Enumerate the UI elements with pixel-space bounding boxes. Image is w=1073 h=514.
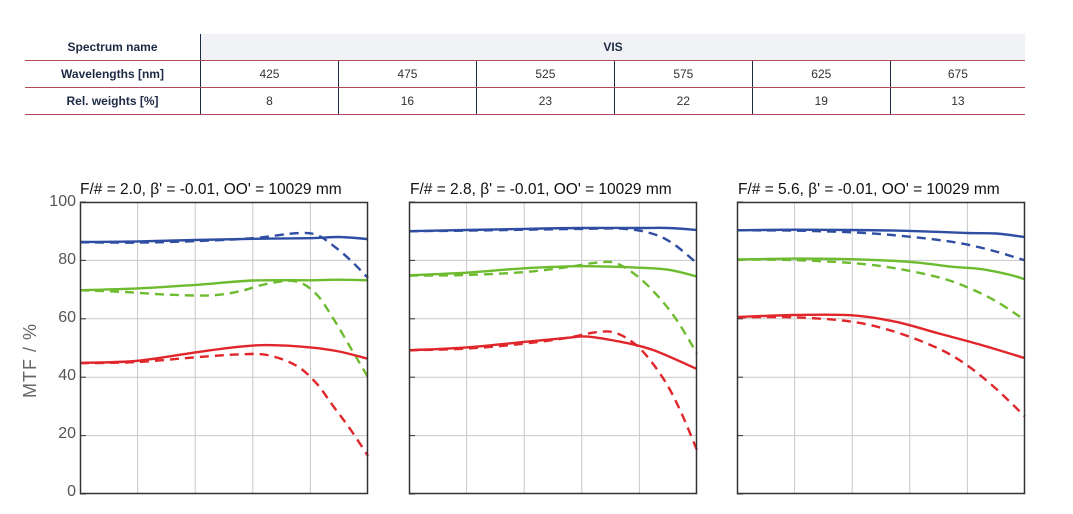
spectrum-table: Spectrum name VIS Wavelengths [nm] 425 4…	[25, 34, 1025, 115]
wavelength-cell: 525	[476, 60, 615, 88]
weight-cell: 22	[614, 87, 753, 115]
wavelength-row: Wavelengths [nm] 425 475 525 575 625 675	[25, 60, 1025, 88]
y-tick-label: 80	[58, 251, 76, 268]
mtf-green-solid-line	[736, 257, 1026, 281]
mtf-red-solid-line	[736, 313, 1026, 360]
mtf-red-dashed-line	[736, 315, 1026, 418]
weights-label: Rel. weights [%]	[25, 87, 201, 115]
wavelength-cell: 625	[752, 60, 891, 88]
spectrum-name-value: VIS	[200, 34, 1025, 61]
chart-title-f2: F/# = 2.0, β' = -0.01, OO' = 10029 mm	[80, 181, 342, 198]
weights-row: Rel. weights [%] 8 16 23 22 19 13	[25, 87, 1025, 115]
mtf-chart-f5-6	[736, 201, 1026, 495]
mtf-green-dashed-line	[736, 258, 1026, 322]
plot-frame	[736, 201, 1026, 495]
mtf-chart-f2	[79, 201, 370, 495]
weight-cell: 8	[200, 87, 339, 115]
y-tick-label: 100	[49, 193, 76, 210]
wavelength-cell: 675	[890, 60, 1025, 88]
wavelength-cell: 425	[200, 60, 339, 88]
y-tick-label: 40	[58, 367, 76, 384]
y-tick-label: 60	[58, 309, 76, 326]
mtf-blue-dashed-line	[736, 229, 1026, 262]
y-axis-title-text: MTF / %	[19, 322, 40, 398]
y-tick-label: 0	[67, 483, 76, 500]
spectrum-name-label: Spectrum name	[25, 34, 201, 61]
mtf-red-dashed-line	[408, 330, 699, 451]
chart-title-f2-8: F/# = 2.8, β' = -0.01, OO' = 10029 mm	[410, 181, 672, 198]
mtf-blue-solid-line	[408, 226, 698, 233]
wavelength-label: Wavelengths [nm]	[25, 60, 201, 88]
wavelength-cell: 575	[614, 60, 753, 88]
mtf-chart-f2-8	[408, 201, 699, 495]
mtf-green-solid-line	[408, 264, 698, 278]
mtf-red-dashed-line	[79, 352, 369, 457]
mtf-green-solid-line	[79, 278, 369, 292]
mtf-red-solid-line	[79, 343, 369, 365]
mtf-green-dashed-line	[408, 260, 699, 355]
mtf-green-dashed-line	[79, 279, 370, 378]
wavelength-cell: 475	[338, 60, 477, 88]
y-tick-label: 20	[58, 425, 76, 442]
mtf-blue-solid-line	[736, 228, 1026, 239]
mtf-blue-dashed-line	[408, 227, 698, 265]
weight-cell: 19	[752, 87, 891, 115]
weight-cell: 13	[890, 87, 1025, 115]
plot-frame	[79, 201, 369, 495]
chart-title-f5-6: F/# = 5.6, β' = -0.01, OO' = 10029 mm	[738, 181, 1000, 198]
weight-cell: 16	[338, 87, 477, 115]
mtf-blue-dashed-line	[79, 231, 369, 279]
plot-frame	[408, 201, 698, 495]
weight-cell: 23	[476, 87, 615, 115]
spectrum-row: Spectrum name VIS	[25, 34, 1025, 61]
